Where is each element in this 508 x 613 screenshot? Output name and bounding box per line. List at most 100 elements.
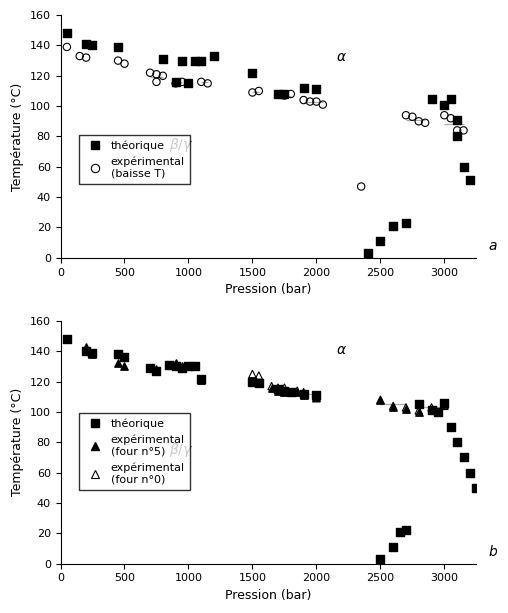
Point: [428, 404, 436, 414]
Point: [82, 342, 90, 352]
Legend: théorique, expérimental
(four n°5), expérimental
(four n°0): théorique, expérimental (four n°5), expé…: [79, 413, 190, 490]
Point: [312, 85, 321, 94]
Point: [459, 452, 467, 462]
Point: [178, 363, 186, 373]
Point: [152, 69, 161, 79]
Point: [255, 371, 263, 381]
Point: [88, 349, 97, 359]
Point: [197, 374, 205, 384]
Point: [376, 395, 385, 405]
Point: [204, 78, 212, 88]
Point: [268, 381, 276, 391]
Point: [88, 40, 97, 50]
Point: [120, 362, 129, 371]
Y-axis label: Température (°C): Température (°C): [11, 82, 24, 191]
Point: [408, 112, 417, 121]
Point: [293, 387, 301, 397]
Point: [466, 175, 474, 185]
Point: [82, 39, 90, 49]
Point: [472, 483, 481, 493]
Text: $\beta/\gamma$: $\beta/\gamma$: [169, 135, 194, 154]
Point: [440, 398, 449, 408]
Point: [248, 68, 257, 78]
Point: [63, 334, 71, 344]
Point: [459, 162, 467, 172]
Point: [248, 369, 257, 379]
Point: [274, 384, 282, 394]
Point: [146, 68, 154, 78]
Point: [428, 403, 436, 413]
Point: [300, 95, 308, 105]
Point: [82, 346, 90, 356]
Point: [300, 389, 308, 398]
Point: [184, 362, 193, 371]
X-axis label: Pression (bar): Pression (bar): [225, 589, 311, 602]
Point: [306, 97, 314, 107]
Point: [440, 401, 449, 411]
Point: [434, 407, 442, 417]
Point: [421, 118, 429, 128]
Point: [447, 94, 455, 104]
Point: [120, 352, 129, 362]
Point: [280, 386, 289, 395]
Point: [440, 400, 449, 409]
Point: [280, 91, 289, 101]
Point: [319, 100, 327, 110]
Point: [248, 88, 257, 97]
Point: [274, 386, 282, 395]
Point: [248, 376, 257, 386]
Point: [357, 181, 365, 191]
Point: [274, 383, 282, 392]
Point: [364, 248, 372, 258]
Point: [184, 362, 193, 371]
Point: [415, 400, 423, 409]
Point: [389, 542, 397, 552]
Text: $\alpha$: $\alpha$: [336, 50, 346, 64]
Text: $\alpha$: $\alpha$: [336, 343, 346, 357]
Y-axis label: Température (°C): Température (°C): [11, 388, 24, 497]
Point: [453, 126, 461, 135]
Point: [146, 363, 154, 373]
Point: [300, 390, 308, 400]
Point: [402, 525, 410, 535]
Point: [114, 349, 122, 359]
Point: [76, 51, 84, 61]
Text: a: a: [489, 239, 497, 253]
Point: [447, 422, 455, 432]
Text: b: b: [489, 545, 497, 559]
Point: [165, 360, 173, 370]
Point: [159, 54, 167, 64]
Point: [428, 406, 436, 416]
Point: [300, 83, 308, 93]
Point: [191, 56, 199, 66]
Point: [152, 365, 161, 375]
Point: [159, 71, 167, 81]
Point: [312, 97, 321, 107]
Text: $\beta/\gamma$: $\beta/\gamma$: [169, 441, 194, 459]
Point: [88, 348, 97, 357]
Point: [415, 406, 423, 416]
Point: [178, 77, 186, 87]
Legend: théorique, expérimental
(baisse T): théorique, expérimental (baisse T): [79, 135, 190, 185]
Point: [255, 86, 263, 96]
Point: [466, 468, 474, 478]
Point: [120, 59, 129, 69]
Point: [453, 437, 461, 447]
Point: [152, 366, 161, 376]
Point: [268, 383, 276, 392]
Point: [389, 401, 397, 411]
X-axis label: Pression (bar): Pression (bar): [225, 283, 311, 296]
Point: [197, 56, 205, 66]
Point: [197, 77, 205, 87]
Point: [312, 392, 321, 402]
Point: [453, 115, 461, 124]
Point: [389, 221, 397, 231]
Point: [274, 89, 282, 99]
Point: [172, 359, 180, 368]
Point: [146, 363, 154, 373]
Point: [165, 360, 173, 370]
Point: [210, 51, 218, 61]
Point: [287, 387, 295, 397]
Point: [312, 394, 321, 403]
Point: [396, 527, 404, 536]
